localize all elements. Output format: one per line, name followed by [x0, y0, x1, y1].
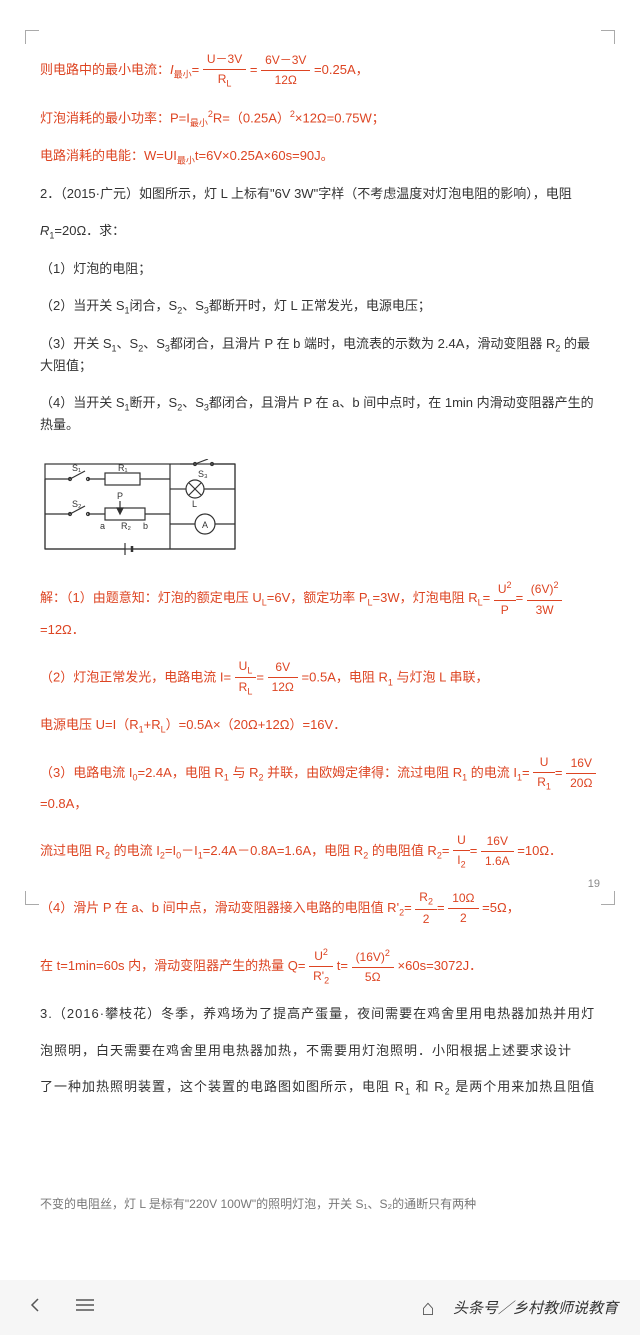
solution-line: 灯泡消耗的最小功率：P=I最小2R=（0.25A）2×12Ω=0.75W；: [40, 107, 600, 130]
circuit-label: A: [202, 520, 208, 530]
solution-line: 解：（1）由题意知：灯泡的额定电压 UL=6V，额定功率 PL=3W，灯泡电阻 …: [40, 578, 600, 640]
circuit-label: R₂: [121, 521, 131, 531]
circuit-label: L: [192, 499, 197, 509]
circuit-label: b: [143, 521, 148, 531]
solution-line: 则电路中的最小电流：I最小= U－3VRL = 6V－3V12Ω =0.25A，: [40, 50, 600, 91]
next-page-preview: 不变的电阻丝，灯 L 是标有"220V 100W"的照明灯泡，开关 S₁、S₂的…: [40, 1195, 600, 1212]
circuit-label: S₂: [72, 499, 82, 509]
brand-label: 头条号／乡村教师说教育: [453, 1297, 630, 1318]
bottom-navbar: ⌂ 头条号／乡村教师说教育: [0, 1280, 640, 1335]
solution-line: 流过电阻 R2 的电流 I2=I0－I1=2.4A－0.8A=1.6A，电阻 R…: [40, 831, 600, 872]
problem-text: 泡照明，白天需要在鸡舍里用电热器加热，不需要用灯泡照明．小阳根据上述要求设计: [40, 1041, 600, 1062]
problem-subquestion: （3）开关 S1、S2、S3都闭合，且滑片 P 在 b 端时，电流表的示数为 2…: [40, 334, 600, 377]
circuit-diagram: S₁ R₁ S₃ L S₂ a R₂ b P A: [40, 459, 240, 559]
page-number: 19: [588, 878, 600, 890]
circuit-label: a: [100, 521, 105, 531]
crop-corner: [601, 891, 615, 905]
app-footer: 不变的电阻丝，灯 L 是标有"220V 100W"的照明灯泡，开关 S₁、S₂的…: [0, 1135, 640, 1335]
circuit-label: R₁: [118, 463, 128, 473]
solution-line: （2）灯泡正常发光，电路电流 I= ULRL= 6V12Ω =0.5A，电阻 R…: [40, 657, 600, 700]
problem-subquestion: （4）当开关 S1断开，S2、S3都闭合，且滑片 P 在 a、b 间中点时，在 …: [40, 393, 600, 436]
problem-text: 了一种加热照明装置，这个装置的电路图如图所示，电阻 R1 和 R2 是两个用来加…: [40, 1077, 600, 1099]
solution-line: 电源电压 U=I（R1+RL）=0.5A×（20Ω+12Ω）=16V．: [40, 715, 600, 737]
crop-corner: [25, 891, 39, 905]
problem-text: 2．（2015·广元）如图所示，灯 L 上标有"6V 3W"字样（不考虑温度对灯…: [40, 184, 600, 205]
crop-corner: [601, 30, 615, 44]
crop-corner: [25, 30, 39, 44]
problem-text: R1=20Ω．求：: [40, 221, 600, 243]
problem-subquestion: （2）当开关 S1闭合，S2、S3都断开时，灯 L 正常发光，电源电压；: [40, 296, 600, 318]
document-page: 则电路中的最小电流：I最小= U－3VRL = 6V－3V12Ω =0.25A，…: [0, 0, 640, 1135]
problem-text: 3.（2016·攀枝花）冬季，养鸡场为了提高产蛋量，夜间需要在鸡舍里用电热器加热…: [40, 1004, 600, 1025]
home-icon[interactable]: ⌂: [403, 1295, 453, 1321]
solution-line: 在 t=1min=60s 内，滑动变阻器产生的热量 Q= U2R'2 t= (1…: [40, 945, 600, 988]
circuit-label: S₁: [72, 463, 81, 473]
menu-icon[interactable]: [60, 1296, 110, 1320]
back-icon[interactable]: [10, 1296, 60, 1320]
solution-line: （3）电路电流 I0=2.4A，电阻 R1 与 R2 并联，由欧姆定律得：流过电…: [40, 753, 600, 815]
solution-line: （4）滑片 P 在 a、b 间中点，滑动变阻器接入电路的电阻值 R'2= R22…: [40, 888, 600, 929]
solution-line: 电路消耗的电能：W=UI最小t=6V×0.25A×60s=90J。: [40, 146, 600, 168]
circuit-label: S₃: [198, 469, 208, 479]
problem-subquestion: （1）灯泡的电阻；: [40, 259, 600, 280]
circuit-label: P: [117, 491, 123, 501]
